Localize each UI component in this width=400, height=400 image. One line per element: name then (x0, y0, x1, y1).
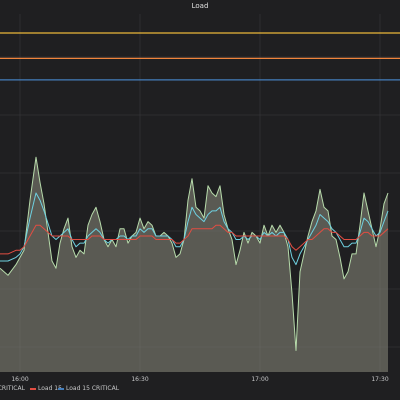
series-line-2 (0, 224, 389, 255)
legend-item[interactable]: Load 15 CRITICAL (58, 385, 119, 392)
series-line-1 (0, 192, 389, 266)
legend-swatch (30, 387, 36, 390)
legend-item[interactable]: 5 CRITICAL (0, 385, 25, 392)
legend-label: 5 CRITICAL (0, 385, 25, 392)
x-tick-label: 17:00 (251, 376, 268, 383)
legend-item[interactable]: Load 15 (30, 385, 62, 392)
legend-swatch (58, 387, 64, 390)
series-line-0 (0, 156, 389, 351)
series-lines (0, 156, 389, 351)
x-tick-label: 16:00 (11, 376, 28, 383)
legend-label: Load 15 CRITICAL (66, 385, 120, 392)
legend-label: Load 15 (38, 385, 62, 392)
x-tick-label: 17:30 (371, 376, 388, 383)
panel-title: Load (191, 2, 209, 10)
legend: 5 CRITICAL Load 15 Load 15 CRITICAL (0, 385, 400, 395)
x-tick-label: 16:30 (131, 376, 148, 383)
threshold-lines (0, 32, 400, 81)
